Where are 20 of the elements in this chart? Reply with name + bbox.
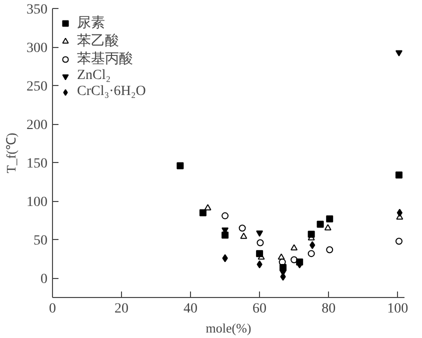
y-tick-label: 250 (26, 80, 48, 95)
x-tick-label: 40 (184, 302, 198, 316)
y-axis-title: T_f(℃) (4, 132, 18, 174)
legend-label: 苯乙酸 (77, 32, 119, 50)
x-tick-label: 60 (252, 302, 267, 316)
x-tick-label: 80 (322, 302, 336, 316)
y-tick-label: 100 (26, 195, 48, 210)
y-tick-label: 50 (34, 234, 48, 249)
y-tick-label: 150 (26, 156, 48, 172)
x-tick-label: 100 (387, 302, 408, 316)
y-tick-label: 300 (26, 41, 48, 56)
y-tick-label: 350 (26, 2, 48, 18)
legend-label: 苯基丙酸 (77, 50, 133, 68)
x-tick-label: 20 (114, 302, 129, 316)
legend-label: ZnCl₂ (77, 68, 111, 84)
legend-label: 尿素 (77, 14, 105, 32)
y-tick-label: 200 (26, 118, 48, 134)
x-axis-title: mole(%) (206, 320, 252, 336)
y-tick-label: 0 (40, 272, 48, 288)
legend-label: CrCl₃·6H₂O (77, 84, 146, 100)
